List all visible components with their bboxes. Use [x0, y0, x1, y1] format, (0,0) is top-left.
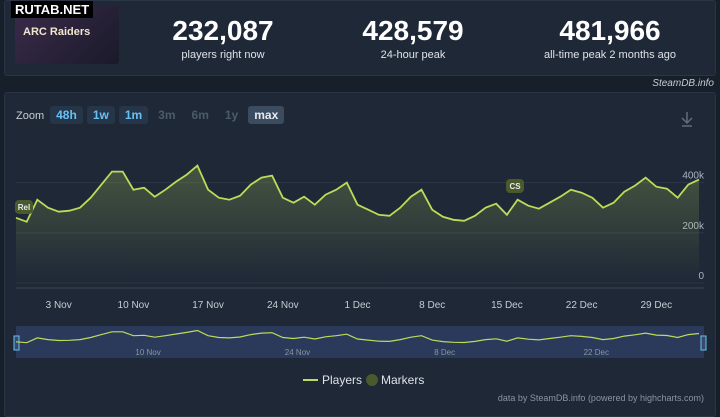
stat-label: players right now — [181, 49, 265, 61]
navigator-label: 22 Dec — [584, 348, 609, 357]
stat-label: all-time peak 2 months ago — [543, 49, 677, 61]
legend-label[interactable]: Players — [322, 373, 362, 387]
legend-marker — [366, 374, 378, 386]
y-tick-label: 400k — [682, 171, 705, 182]
stat: 481,966 all-time peak 2 months ago — [520, 15, 700, 61]
navigator-handle[interactable] — [13, 335, 20, 351]
marker[interactable] — [506, 179, 524, 193]
navigator-line — [15, 329, 700, 344]
stat-label: 24-hour peak — [380, 49, 446, 61]
zoom-button[interactable]: max — [248, 106, 285, 124]
zoom-button[interactable]: 1w — [86, 106, 115, 124]
download-icon[interactable] — [681, 112, 693, 127]
source: SteamDB.info — [652, 78, 714, 89]
x-tick-label: 1 Dec — [344, 300, 370, 311]
navigator[interactable] — [16, 326, 704, 358]
zoom-bar: Zoom 48h 1w 1m 3m 6m 1y max — [16, 106, 288, 124]
navigator-label: 8 Dec — [434, 348, 455, 357]
x-tick-label: 24 Nov — [267, 300, 299, 311]
x-tick-label: 3 Nov — [46, 300, 72, 311]
zoom-button[interactable]: 6m — [191, 108, 209, 122]
stat-value: 232,087 — [172, 15, 274, 46]
x-tick-label: 17 Nov — [192, 300, 224, 311]
marker[interactable] — [15, 200, 33, 214]
players-line — [15, 164, 700, 223]
y-tick-label: 0 — [698, 271, 704, 282]
zoom-button[interactable]: 48h — [50, 106, 83, 124]
navigator-label: 10 Nov — [135, 348, 160, 357]
area — [16, 165, 699, 283]
zoom-button[interactable]: 1y — [224, 108, 239, 122]
stat: 232,087 players right now — [133, 15, 313, 61]
x-tick-label: 8 Dec — [419, 300, 445, 311]
x-tick-label: 29 Dec — [640, 300, 672, 311]
x-tick-label: 15 Dec — [491, 300, 523, 311]
watermark: RUTAB.NET — [11, 1, 94, 18]
navigator-handle[interactable] — [700, 335, 707, 351]
stat: 428,579 24-hour peak — [323, 15, 503, 61]
zoom-label: Zoom — [16, 110, 45, 122]
zoom-button[interactable]: 1m — [118, 106, 149, 124]
marker-label: CS — [509, 182, 521, 191]
legend-label[interactable]: Markers — [381, 373, 424, 387]
x-tick-label: 22 Dec — [566, 300, 598, 311]
stat-value: 481,966 — [559, 15, 661, 46]
marker-label: Rel — [18, 203, 30, 212]
x-tick-label: 10 Nov — [118, 300, 150, 311]
stats-panel: ARC Raiders RUTAB.NET 232,087 players rig… — [4, 0, 716, 76]
credits: data by SteamDB.info (powered by highcha… — [498, 393, 704, 403]
stat-value: 428,579 — [362, 15, 464, 46]
navigator-label: 24 Nov — [285, 348, 310, 357]
zoom-button[interactable]: 3m — [158, 108, 176, 122]
